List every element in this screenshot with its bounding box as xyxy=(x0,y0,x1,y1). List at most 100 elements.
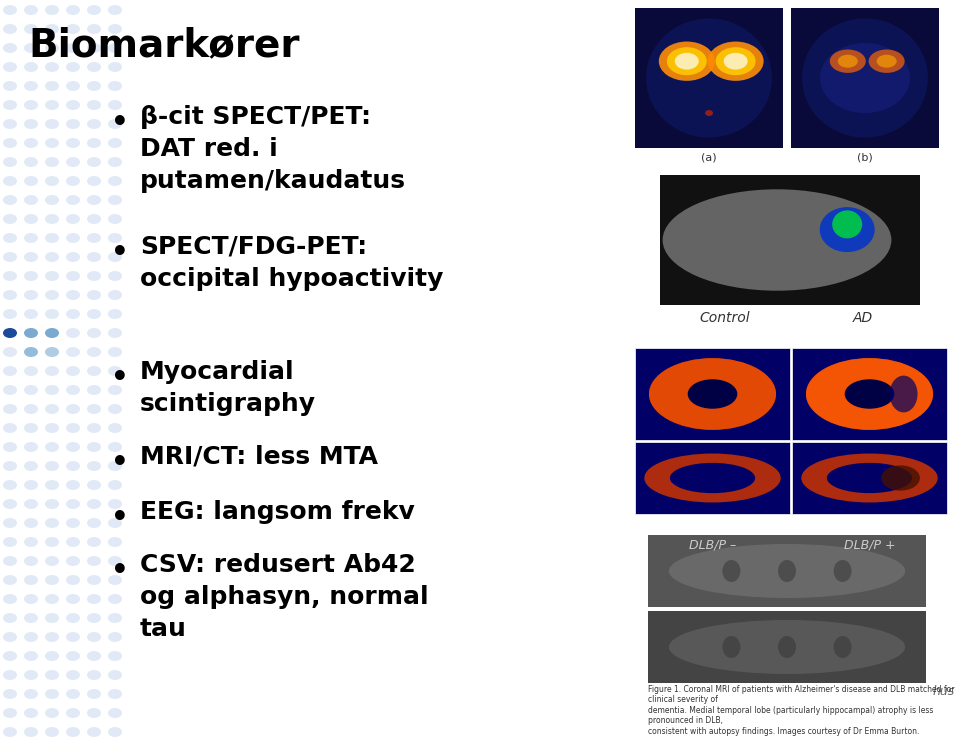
Ellipse shape xyxy=(108,670,122,680)
Text: •: • xyxy=(111,364,129,392)
Ellipse shape xyxy=(778,560,796,582)
Ellipse shape xyxy=(3,290,17,300)
Ellipse shape xyxy=(3,480,17,490)
Ellipse shape xyxy=(24,689,38,699)
Ellipse shape xyxy=(724,53,748,70)
Text: occipital hypoactivity: occipital hypoactivity xyxy=(140,267,444,291)
Ellipse shape xyxy=(66,271,80,281)
Ellipse shape xyxy=(24,575,38,585)
Ellipse shape xyxy=(87,499,101,509)
Text: scintigraphy: scintigraphy xyxy=(140,392,316,416)
Ellipse shape xyxy=(45,43,59,53)
Ellipse shape xyxy=(3,271,17,281)
Ellipse shape xyxy=(45,62,59,72)
Ellipse shape xyxy=(3,632,17,642)
Ellipse shape xyxy=(24,119,38,129)
Ellipse shape xyxy=(833,636,852,658)
Ellipse shape xyxy=(24,632,38,642)
Ellipse shape xyxy=(659,42,715,81)
Ellipse shape xyxy=(87,480,101,490)
Ellipse shape xyxy=(3,423,17,433)
Ellipse shape xyxy=(108,328,122,338)
Ellipse shape xyxy=(87,727,101,737)
Ellipse shape xyxy=(669,620,905,674)
Ellipse shape xyxy=(87,556,101,566)
Ellipse shape xyxy=(87,442,101,452)
Ellipse shape xyxy=(890,375,918,413)
Ellipse shape xyxy=(24,499,38,509)
Ellipse shape xyxy=(108,461,122,471)
Ellipse shape xyxy=(881,465,920,490)
Ellipse shape xyxy=(45,81,59,91)
Ellipse shape xyxy=(45,556,59,566)
Ellipse shape xyxy=(87,271,101,281)
Ellipse shape xyxy=(108,404,122,414)
Ellipse shape xyxy=(108,214,122,224)
Ellipse shape xyxy=(806,358,933,430)
Ellipse shape xyxy=(24,442,38,452)
Ellipse shape xyxy=(108,81,122,91)
Ellipse shape xyxy=(108,24,122,34)
Ellipse shape xyxy=(24,708,38,718)
Ellipse shape xyxy=(3,176,17,186)
Ellipse shape xyxy=(24,214,38,224)
Bar xyxy=(660,175,920,305)
Ellipse shape xyxy=(3,556,17,566)
Bar xyxy=(648,535,926,607)
Ellipse shape xyxy=(108,423,122,433)
Ellipse shape xyxy=(108,385,122,395)
Ellipse shape xyxy=(108,518,122,528)
Ellipse shape xyxy=(66,328,80,338)
Ellipse shape xyxy=(87,518,101,528)
Ellipse shape xyxy=(3,708,17,718)
Ellipse shape xyxy=(45,100,59,110)
Ellipse shape xyxy=(45,24,59,34)
Ellipse shape xyxy=(45,309,59,319)
Ellipse shape xyxy=(45,423,59,433)
Ellipse shape xyxy=(845,379,895,409)
Text: EEG: langsom frekv: EEG: langsom frekv xyxy=(140,500,415,524)
Ellipse shape xyxy=(832,211,862,238)
Ellipse shape xyxy=(108,727,122,737)
Ellipse shape xyxy=(3,613,17,623)
Ellipse shape xyxy=(66,214,80,224)
Ellipse shape xyxy=(87,404,101,414)
Ellipse shape xyxy=(108,176,122,186)
Ellipse shape xyxy=(667,47,707,75)
Ellipse shape xyxy=(24,385,38,395)
Ellipse shape xyxy=(45,214,59,224)
Ellipse shape xyxy=(838,55,858,68)
Ellipse shape xyxy=(66,138,80,148)
Bar xyxy=(648,611,926,683)
Ellipse shape xyxy=(662,189,892,291)
Text: (b): (b) xyxy=(857,152,873,162)
Ellipse shape xyxy=(45,461,59,471)
Ellipse shape xyxy=(108,195,122,205)
Text: β-cit SPECT/PET:: β-cit SPECT/PET: xyxy=(140,105,371,129)
Text: tau: tau xyxy=(140,617,187,641)
Ellipse shape xyxy=(708,42,763,81)
Ellipse shape xyxy=(45,613,59,623)
Ellipse shape xyxy=(87,119,101,129)
Ellipse shape xyxy=(24,537,38,547)
Ellipse shape xyxy=(670,463,756,493)
Ellipse shape xyxy=(24,461,38,471)
Ellipse shape xyxy=(45,404,59,414)
Ellipse shape xyxy=(45,651,59,661)
Ellipse shape xyxy=(3,537,17,547)
Ellipse shape xyxy=(827,463,912,493)
Ellipse shape xyxy=(3,252,17,262)
Ellipse shape xyxy=(45,328,59,338)
Text: •: • xyxy=(111,557,129,585)
Ellipse shape xyxy=(66,24,80,34)
Ellipse shape xyxy=(24,670,38,680)
Ellipse shape xyxy=(108,499,122,509)
Ellipse shape xyxy=(24,290,38,300)
Ellipse shape xyxy=(45,5,59,15)
Ellipse shape xyxy=(3,575,17,585)
Ellipse shape xyxy=(45,157,59,167)
Ellipse shape xyxy=(87,366,101,376)
Ellipse shape xyxy=(24,613,38,623)
Ellipse shape xyxy=(108,252,122,262)
Ellipse shape xyxy=(66,385,80,395)
